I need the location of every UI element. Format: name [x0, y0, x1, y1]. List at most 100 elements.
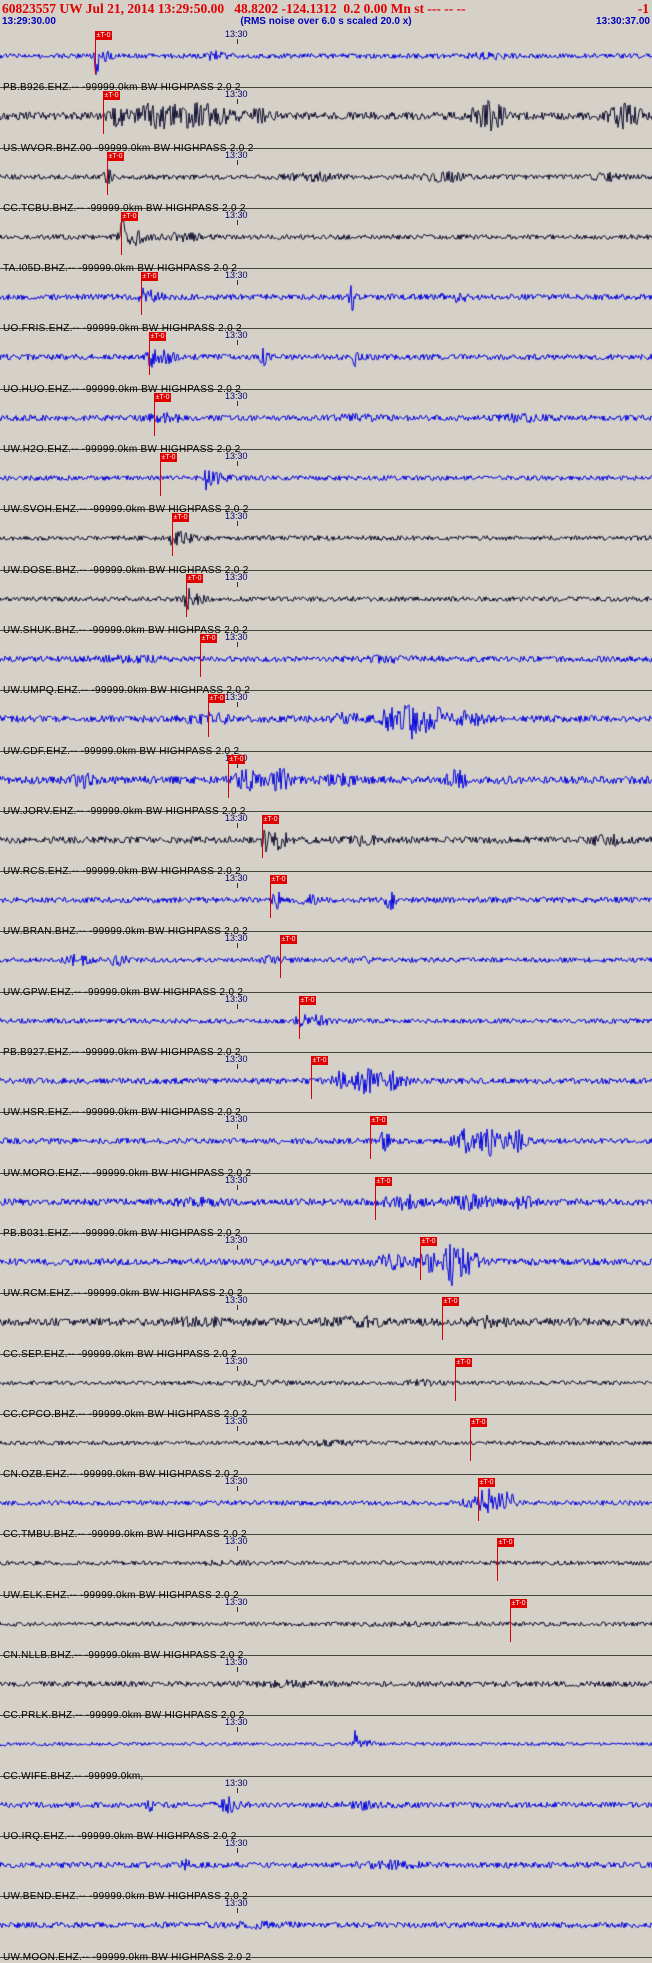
trace-row[interactable]: 13:30 ±T-0 UW.ELK.EHZ.-- -99999.0km BW H… — [0, 1535, 652, 1601]
trace-row[interactable]: 13:30 CC.WIFE.BHZ.-- -99999.0km, — [0, 1716, 652, 1782]
waveform-canvas[interactable] — [0, 1776, 652, 1835]
pick-flag[interactable]: ±T-0 — [172, 513, 189, 523]
pick-flag[interactable]: ±T-0 — [478, 1478, 495, 1488]
pick-flag[interactable]: ±T-0 — [375, 1176, 392, 1186]
station-label: PB.B031.EHZ.-- -99999.0km BW HIGHPASS 2.… — [3, 1227, 241, 1239]
trace-row[interactable]: 13:30 ±T-0 TA.I05D.BHZ.-- -99999.0km BW … — [0, 208, 652, 274]
pick-flag[interactable]: ±T-0 — [141, 272, 158, 282]
waveform-canvas[interactable] — [0, 751, 652, 810]
waveform-canvas[interactable] — [0, 1173, 652, 1232]
time-tick-label: 13:30 — [225, 451, 248, 462]
waveform-canvas[interactable] — [0, 1897, 652, 1956]
pick-flag[interactable]: ±T-0 — [95, 31, 112, 40]
waveform-canvas[interactable] — [0, 1414, 652, 1473]
pick-flag[interactable]: ±T-0 — [186, 573, 203, 583]
pick-flag[interactable]: ±T-0 — [208, 694, 225, 704]
waveform-canvas[interactable] — [0, 1836, 652, 1895]
station-label: PB.B926.EHZ.-- -99999.0km BW HIGHPASS 2.… — [3, 82, 241, 94]
waveform-canvas[interactable] — [0, 329, 652, 388]
pick-flag[interactable]: ±T-0 — [103, 91, 120, 101]
pick-flag[interactable]: ±T-0 — [311, 1056, 328, 1066]
trace-row[interactable]: 13:30 ±T-0 UW.H2O.EHZ.-- -99999.0km BW H… — [0, 389, 652, 455]
waveform-canvas[interactable] — [0, 811, 652, 870]
trace-row[interactable]: 13:30 UW.BEND.EHZ.-- -99999.0km BW HIGHP… — [0, 1836, 652, 1902]
waveform-canvas[interactable] — [0, 148, 652, 207]
pick-flag[interactable]: ±T-0 — [510, 1598, 527, 1608]
time-tick-mark — [237, 1667, 238, 1673]
waveform-canvas[interactable] — [0, 1595, 652, 1654]
trace-row[interactable]: 13:30 ±T-0 UO.FRIS.EHZ.-- -99999.0km BW … — [0, 269, 652, 334]
trace-row[interactable]: 13:30 ±T-0 US.WVOR.BHZ.00 -99999.0km BW … — [0, 88, 652, 154]
pick-flag[interactable]: ±T-0 — [160, 453, 177, 463]
waveform-canvas[interactable] — [0, 570, 652, 629]
pick-flag[interactable]: ±T-0 — [420, 1236, 437, 1246]
station-label: UW.HSR.EHZ.-- -99999.0km BW HIGHPASS 2.0… — [3, 1107, 242, 1119]
waveform-canvas[interactable] — [0, 1113, 652, 1172]
pick-flag[interactable]: ±T-0 — [299, 995, 316, 1005]
waveform-canvas[interactable] — [0, 389, 652, 448]
trace-row[interactable]: 13:30 ±T-0 CC.CPCO.BHZ.-- -99999.0km BW … — [0, 1354, 652, 1420]
pick-flag[interactable]: ±T-0 — [442, 1297, 459, 1307]
pick-flag[interactable]: ±T-0 — [228, 754, 245, 764]
station-label: UW.MOON.EHZ.-- -99999.0km BW HIGHPASS 2.… — [3, 1951, 252, 1963]
trace-row[interactable]: 13:30 ±T-0 UW.UMPQ.EHZ.-- -99999.0km BW … — [0, 630, 652, 696]
time-tick-label: 13:30 — [225, 511, 248, 522]
trace-row[interactable]: 13:30 ±T-0 PB.B927.EHZ.-- -99999.0km BW … — [0, 992, 652, 1058]
waveform-canvas[interactable] — [0, 269, 652, 328]
time-tick-mark — [237, 99, 238, 105]
trace-row[interactable]: 13:30 ±T-0 UW.DOSE.BHZ.-- -99999.0km BW … — [0, 510, 652, 576]
trace-row[interactable]: 13:30 ±T-0 UW.JORV.EHZ.-- -99999.0km BW … — [0, 751, 652, 817]
trace-row[interactable]: 13:30 ±T-0 UW.SHUK.BHZ.-- -99999.0km BW … — [0, 570, 652, 636]
trace-row[interactable]: 13:30 ±T-0 UW.BRAN.BHZ.-- -99999.0km BW … — [0, 872, 652, 937]
waveform-canvas[interactable] — [0, 1475, 652, 1534]
trace-row[interactable]: 13:30 ±T-0 CN.NLLB.BHZ.-- -99999.0km BW … — [0, 1595, 652, 1661]
pick-flag[interactable]: ±T-0 — [455, 1357, 472, 1367]
station-label: CC.PRLK.BHZ.-- -99999.0km BW HIGHPASS 2.… — [3, 1710, 245, 1722]
waveform-canvas[interactable] — [0, 450, 652, 509]
pick-flag[interactable]: ±T-0 — [121, 211, 138, 221]
trace-row[interactable]: 13:30 ±T-0 UO.HUO.EHZ.-- -99999.0km BW H… — [0, 329, 652, 395]
station-label: CC.SEP.EHZ.-- -99999.0km BW HIGHPASS 2.0… — [3, 1348, 237, 1360]
trace-row[interactable]: 13:30 ±T-0 UW.CDF.EHZ.-- -99999.0km BW H… — [0, 691, 652, 757]
trace-row[interactable]: 13:30 ±T-0 UW.SVOH.EHZ.-- -99999.0km BW … — [0, 450, 652, 515]
trace-row[interactable]: 13:30 CC.PRLK.BHZ.-- -99999.0km BW HIGHP… — [0, 1656, 652, 1721]
waveform-canvas[interactable] — [0, 1656, 652, 1715]
pick-flag[interactable]: ±T-0 — [262, 814, 279, 824]
pick-flag[interactable]: ±T-0 — [154, 392, 171, 402]
waveform-canvas[interactable] — [0, 1233, 652, 1292]
trace-row[interactable]: 13:30 ±T-0 PB.B031.EHZ.-- -99999.0km BW … — [0, 1173, 652, 1239]
waveform-canvas[interactable] — [0, 1716, 652, 1775]
trace-row[interactable]: 13:30 UO.IRQ.EHZ.-- -99999.0km BW HIGHPA… — [0, 1776, 652, 1842]
pick-flag[interactable]: ±T-0 — [370, 1116, 387, 1126]
waveform-canvas[interactable] — [0, 992, 652, 1051]
pick-line — [455, 1357, 456, 1401]
pick-flag[interactable]: ±T-0 — [149, 332, 166, 342]
trace-row[interactable]: 13:30 ±T-0 CC.TCBU.BHZ.-- -99999.0km BW … — [0, 148, 652, 214]
trace-row[interactable]: 13:30 ±T-0 UW.RCS.EHZ.-- -99999.0km BW H… — [0, 811, 652, 877]
trace-row[interactable]: 13:30 UW.MOON.EHZ.-- -99999.0km BW HIGHP… — [0, 1897, 652, 1963]
pick-flag[interactable]: ±T-0 — [470, 1417, 487, 1427]
trace-row[interactable]: 13:30 ±T-0 CN.OZB.EHZ.-- -99999.0km BW H… — [0, 1414, 652, 1480]
trace-row[interactable]: 13:30 ±T-0 CC.TMBU.BHZ.-- -99999.0km BW … — [0, 1475, 652, 1540]
waveform-canvas[interactable] — [0, 872, 652, 931]
waveform-canvas[interactable] — [0, 630, 652, 689]
trace-row[interactable]: 13:30 ±T-0 PB.B926.EHZ.-- -99999.0km BW … — [0, 28, 652, 93]
pick-flag[interactable]: ±T-0 — [200, 633, 217, 643]
waveform-canvas[interactable] — [0, 88, 652, 147]
trace-row[interactable]: 13:30 ±T-0 UW.RCM.EHZ.-- -99999.0km BW H… — [0, 1233, 652, 1299]
trace-row[interactable]: 13:30 ±T-0 CC.SEP.EHZ.-- -99999.0km BW H… — [0, 1294, 652, 1360]
waveform-canvas[interactable] — [0, 1535, 652, 1594]
waveform-canvas[interactable] — [0, 510, 652, 569]
waveform-canvas[interactable] — [0, 932, 652, 991]
waveform-canvas[interactable] — [0, 208, 652, 267]
trace-row[interactable]: 13:30 ±T-0 UW.GPW.EHZ.-- -99999.0km BW H… — [0, 932, 652, 998]
waveform-canvas[interactable] — [0, 1354, 652, 1413]
waveform-canvas[interactable] — [0, 691, 652, 750]
waveform-canvas[interactable] — [0, 1294, 652, 1353]
trace-row[interactable]: 13:30 ±T-0 UW.HSR.EHZ.-- -99999.0km BW H… — [0, 1053, 652, 1118]
pick-flag[interactable]: ±T-0 — [270, 875, 287, 885]
pick-flag[interactable]: ±T-0 — [107, 151, 124, 161]
pick-flag[interactable]: ±T-0 — [497, 1538, 514, 1548]
trace-row[interactable]: 13:30 ±T-0 UW.MORO.EHZ.-- -99999.0km BW … — [0, 1113, 652, 1179]
pick-flag[interactable]: ±T-0 — [280, 935, 297, 945]
